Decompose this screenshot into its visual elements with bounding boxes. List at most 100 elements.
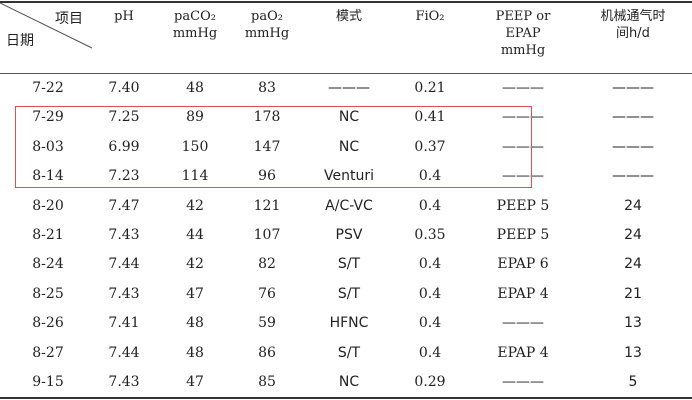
table-cell: 7.47 [108, 197, 140, 214]
header-corner-date: 日期 [6, 33, 34, 49]
table-cell: 0.21 [414, 80, 446, 96]
header-cell-line: pH [114, 9, 134, 24]
header-cell-7: 机械通气时间h/d [600, 8, 665, 42]
table-cell: 86 [258, 344, 276, 361]
table-cell: 42 [186, 197, 204, 214]
table-row: 7-22 7.40 48 83 ——— 0.21 ——— ——— [0, 74, 692, 103]
table-cell: ——— [502, 168, 544, 185]
header-cell-line: mmHg [172, 26, 218, 41]
table-row: 9-15 7.43 47 85 NC 0.29 ——— 5 [0, 368, 692, 397]
table-cell: ——— [502, 109, 544, 126]
table-bottom-rule [0, 397, 692, 399]
table-cell: ——— [502, 80, 544, 96]
header-cell-line: paCO₂ [174, 9, 216, 24]
table-cell: 0.4 [418, 197, 442, 214]
table-cell: 48 [186, 315, 204, 332]
table-cell: 0.4 [418, 168, 442, 185]
table-cell: 121 [253, 197, 281, 214]
table-cell: ——— [612, 168, 654, 185]
table-cell: 9-15 [32, 374, 64, 390]
table-cell: 48 [186, 344, 204, 361]
table-cell: 8-24 [32, 256, 64, 273]
table-cell: NC [338, 138, 360, 155]
table-cell: 82 [258, 256, 276, 273]
table-cell: 13 [624, 315, 642, 332]
table-cell: 47 [186, 285, 204, 302]
header-cell-3: paO₂ mmHg [245, 8, 289, 42]
table-row: 8-21 7.43 44 107 PSV 0.35 PEEP 5 24 [0, 221, 692, 250]
table-row: 8-03 6.99 150 147 NC 0.37 ——— ——— [0, 133, 692, 162]
table-row: 8-27 7.44 48 86 S/T 0.4 EPAP 4 13 [0, 339, 692, 368]
table-cell: A/C-VC [325, 197, 373, 214]
table-row: 8-24 7.44 42 82 S/T 0.4 EPAP 6 24 [0, 250, 692, 279]
table-cell: 7-29 [32, 109, 64, 126]
header-cell-line: 模式 [335, 9, 363, 24]
table-cell: 6.99 [108, 138, 140, 155]
table-cell: 8-21 [32, 227, 64, 243]
table-cell: 85 [258, 374, 276, 390]
header-cell-2: paCO₂ mmHg [173, 8, 217, 42]
header-cell-line: FiO₂ [415, 9, 445, 24]
table-cell: 7.44 [108, 344, 140, 361]
table-cell: 8-03 [32, 138, 64, 155]
table-cell: 47 [186, 374, 204, 390]
table-cell: 7.23 [108, 168, 140, 185]
table-cell: 24 [624, 256, 642, 273]
table-cell: ——— [502, 315, 544, 332]
table-cell: 7.43 [108, 227, 140, 243]
table-cell: 21 [624, 285, 642, 302]
header-cell-4: 模式 [336, 8, 362, 25]
table-cell: EPAP 4 [497, 344, 549, 361]
table-cell: 24 [624, 227, 642, 243]
table-cell: EPAP 4 [497, 285, 549, 302]
table-cell: 8-14 [32, 168, 64, 185]
header-cell-line: PEEP or [495, 9, 551, 24]
table-row: 8-26 7.41 48 59 HFNC 0.4 ——— 13 [0, 309, 692, 338]
table-cell: EPAP 6 [497, 256, 549, 273]
table-cell: 7.25 [108, 109, 140, 126]
table-cell: 96 [258, 168, 276, 185]
table-cell: 76 [258, 285, 276, 302]
table-cell: 13 [624, 344, 642, 361]
table-cell: 147 [253, 138, 281, 155]
table-cell: 8-25 [32, 285, 64, 302]
table-cell: 7-22 [32, 80, 64, 96]
table-cell: 48 [186, 80, 204, 96]
header-bottom-rule [0, 73, 692, 74]
table-row: 8-25 7.43 47 76 S/T 0.4 EPAP 4 21 [0, 280, 692, 309]
table-cell: 59 [258, 315, 276, 332]
header-corner-item: 项目 [55, 11, 83, 27]
table-cell: S/T [337, 256, 361, 273]
table-cell: ——— [612, 109, 654, 126]
header-cell-line: 间h/d [616, 26, 650, 41]
table-cell: ——— [612, 80, 654, 96]
table-cell: 0.29 [414, 374, 446, 390]
table-cell: 0.41 [414, 109, 446, 126]
table-cell: 5 [628, 374, 638, 390]
header-cell-5: FiO₂ [415, 8, 444, 25]
table-cell: ——— [502, 374, 544, 390]
table-cell: HFNC [329, 315, 369, 332]
table-row: 8-14 7.23 114 96 Venturi 0.4 ——— ——— [0, 162, 692, 191]
table-cell: 7.44 [108, 256, 140, 273]
table-cell: 0.4 [418, 315, 442, 332]
table-cell: NC [338, 109, 360, 126]
table-cell: 7.43 [108, 374, 140, 390]
header-diagonal-line [0, 2, 93, 49]
header-cell-line: paO₂ [251, 9, 283, 24]
table-cell: S/T [337, 344, 361, 361]
table-row: 7-29 7.25 89 178 NC 0.41 ——— ——— [0, 103, 692, 132]
table-cell: NC [338, 374, 360, 390]
table-cell: 0.37 [414, 138, 446, 155]
table-cell: 114 [181, 168, 209, 185]
table-row: 8-20 7.47 42 121 A/C-VC 0.4 PEEP 5 24 [0, 192, 692, 221]
table-cell: S/T [337, 285, 361, 302]
table-cell: 0.4 [418, 256, 442, 273]
table-cell: ——— [612, 138, 654, 155]
table-cell: ——— [328, 80, 370, 96]
table-cell: PEEP 5 [496, 197, 550, 214]
header-cell-line: 机械通气时 [600, 9, 666, 24]
table-top-rule [0, 1, 692, 3]
table-cell: PEEP 5 [496, 227, 550, 243]
